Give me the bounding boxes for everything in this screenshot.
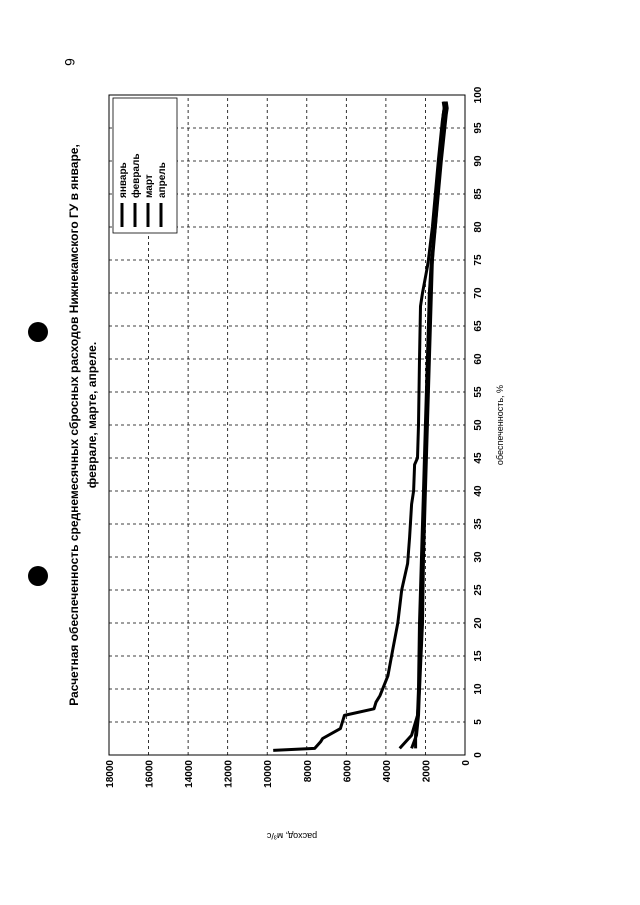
y-tick-label: 6000	[342, 760, 353, 783]
y-tick-label: 2000	[421, 760, 432, 783]
y-tick-label: 16000	[145, 760, 156, 788]
x-tick-label: 0	[473, 752, 484, 758]
legend: январь февраль март апрель	[112, 97, 178, 234]
legend-label: апрель	[157, 162, 168, 198]
x-tick-label: 30	[473, 551, 484, 563]
x-tick-labels: 0 5 10 15 20 25 30 35 40 45 50 55 60 65 70 75 80 85 90 95 10…	[473, 86, 484, 758]
x-tick-label: 35	[473, 518, 484, 530]
legend-label: март	[144, 174, 155, 198]
x-tick-label: 90	[473, 155, 484, 167]
y-tick-label: 4000	[382, 760, 393, 783]
x-tick-label: 25	[473, 584, 484, 596]
legend-label: февраль	[130, 154, 142, 199]
x-tick-label: 60	[473, 353, 484, 365]
y-tick-label: 12000	[224, 760, 235, 788]
x-tick-label: 75	[473, 254, 484, 266]
legend-items: январь февраль март апрель	[118, 154, 168, 227]
y-tick-labels: 0 2000 4000 6000 8000 10000 12000 14000 16000 180…	[105, 760, 472, 788]
x-tick-label: 20	[473, 617, 484, 629]
x-tick-label: 85	[473, 188, 484, 200]
plot-frame	[108, 94, 466, 756]
x-tick-label: 50	[473, 419, 484, 431]
x-tick-label: 100	[473, 86, 484, 103]
y-tick-label: 8000	[303, 760, 314, 783]
y-tick-label: 0	[461, 760, 472, 766]
series-layer	[273, 101, 449, 752]
x-axis-label: обеспеченность, %	[495, 385, 505, 465]
y-axis-label: расход, м³/с	[266, 831, 317, 841]
x-tick-label: 55	[473, 386, 484, 398]
x-tick-label: 15	[473, 650, 484, 662]
x-tick-label: 10	[473, 683, 484, 695]
x-tick-label: 80	[473, 221, 484, 233]
punch-hole-bottom	[28, 566, 48, 586]
rotated-chart-group: 0 5 10 15 20 25 30 35 40 45 50 55 60 65 70 75 80 85 90 95 10…	[67, 86, 505, 841]
x-tick-label: 45	[473, 452, 484, 464]
chart-title-line2: феврале, марте, апреле.	[85, 342, 99, 488]
x-tick-label: 70	[473, 287, 484, 299]
punch-hole-top	[28, 322, 48, 342]
legend-label: январь	[118, 162, 129, 198]
x-tick-label: 40	[473, 485, 484, 497]
x-tick-label: 5	[473, 719, 484, 725]
y-tick-label: 10000	[263, 760, 274, 788]
x-tick-label: 65	[473, 320, 484, 332]
x-tick-label: 95	[473, 122, 484, 134]
series-line-апрель	[273, 101, 446, 752]
chart-title-line1: Расчетная обеспеченность среднемесячных …	[67, 144, 81, 706]
legend-box	[112, 97, 178, 234]
y-tick-label: 14000	[184, 760, 195, 788]
y-tick-label: 18000	[105, 760, 116, 788]
